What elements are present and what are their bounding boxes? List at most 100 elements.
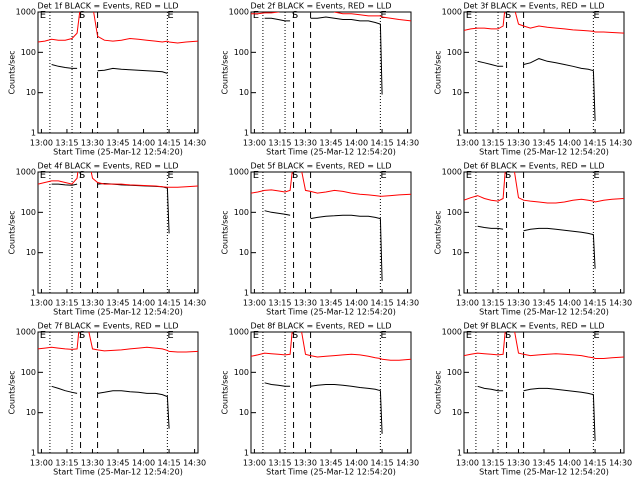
data-line [264,382,291,387]
data-line [38,332,198,353]
y-tick-label: 1 [31,289,36,298]
x-tick-label: 14:00 [558,459,581,468]
x-tick-label: 13:30 [81,299,104,308]
chart-title: Det 2f BLACK = Events, RED = LLD [250,2,391,11]
x-tick-label: 13:45 [319,299,342,308]
data-line [264,17,291,22]
panel: Det 1f BLACK = Events, RED = LLD 1 10 100 10… [8,2,207,157]
x-axis-label: Start Time (25-Mar-12 12:54:20) [266,308,396,317]
x-tick-label: 14:30 [609,459,632,468]
y-tick-label: 1 [457,449,462,458]
x-tick-label: 14:00 [132,139,155,148]
y-tick-label: 1000 [16,168,36,177]
x-tick-label: 13:00 [30,299,53,308]
x-tick-label: 13:15 [268,139,291,148]
x-tick-label: 13:00 [30,459,53,468]
chart-title: Det 3f BLACK = Events, RED = LLD [463,2,604,11]
x-tick-label: 13:15 [481,139,504,148]
y-axis-label: Counts/sec [8,50,17,94]
x-tick-label: 13:30 [81,139,104,148]
annotation: E [380,330,386,341]
chart-title: Det 7f BLACK = Events, RED = LLD [37,322,178,331]
annotation: E [253,170,259,181]
data-line [51,385,78,394]
y-tick-label: 10 [452,88,462,97]
y-axis-label: Counts/sec [221,50,230,94]
annotation: E [253,330,259,341]
x-tick-label: 13:30 [507,459,530,468]
x-tick-label: 13:45 [532,139,555,148]
x-tick-label: 14:30 [609,299,632,308]
x-tick-label: 14:15 [158,459,181,468]
data-line [523,227,596,269]
x-axis-label: Start Time (25-Mar-12 12:54:20) [53,148,183,157]
y-tick-label: 100 [234,208,249,217]
plot-frame [37,171,199,294]
x-tick-label: 13:00 [30,139,53,148]
y-tick-label: 1000 [16,328,36,337]
data-line [477,225,504,230]
x-tick-label: 14:30 [396,299,419,308]
y-axis-label: Counts/sec [8,370,17,414]
x-axis-label: Start Time (25-Mar-12 12:54:20) [479,308,609,317]
y-axis-label: Counts/sec [221,370,230,414]
data-line [310,384,383,434]
x-tick-label: 14:00 [558,299,581,308]
x-tick-label: 14:15 [158,139,181,148]
plot-frame [37,11,199,134]
y-tick-label: 10 [26,248,36,257]
y-tick-label: 100 [21,48,36,57]
y-tick-label: 1 [244,129,249,138]
annotation: E [253,10,259,21]
x-axis-label: Start Time (25-Mar-12 12:54:20) [479,468,609,477]
x-tick-label: 13:45 [106,139,129,148]
panel: Det 8f BLACK = Events, RED = LLD 1 10 100 10… [221,322,420,477]
y-axis-label: Counts/sec [434,370,443,414]
plot-frame [463,171,625,294]
x-tick-label: 13:30 [81,459,104,468]
y-tick-label: 10 [239,408,249,417]
annotation: S [79,10,85,21]
panel: Det 6f BLACK = Events, RED = LLD 1 10 100 10… [434,162,633,317]
chart-title: Det 1f BLACK = Events, RED = LLD [37,2,178,11]
chart-title: Det 9f BLACK = Events, RED = LLD [463,322,604,331]
y-tick-label: 1 [457,289,462,298]
x-tick-label: 13:15 [55,459,78,468]
annotation: S [505,170,511,181]
y-tick-label: 1000 [229,168,249,177]
data-line [264,210,291,216]
plot-frame [250,331,412,454]
data-line [38,12,198,44]
y-axis-label: Counts/sec [434,210,443,254]
panel: Det 9f BLACK = Events, RED = LLD 1 10 100 10… [434,322,633,477]
annotation: E [380,170,386,181]
x-tick-label: 14:15 [584,299,607,308]
x-tick-label: 14:15 [371,139,394,148]
data-line [464,172,624,204]
y-tick-label: 100 [21,208,36,217]
y-tick-label: 100 [234,368,249,377]
y-tick-label: 100 [447,208,462,217]
annotation: S [292,170,298,181]
y-tick-label: 1 [457,129,462,138]
annotation: E [40,10,46,21]
panel: Det 2f BLACK = Events, RED = LLD 1 10 100 10… [221,2,420,157]
data-line [97,390,170,429]
x-tick-label: 13:00 [243,299,266,308]
y-tick-label: 10 [239,248,249,257]
annotation: S [505,10,511,21]
annotation: E [466,170,472,181]
data-line [51,64,78,69]
annotation: S [79,170,85,181]
x-tick-label: 14:00 [345,459,368,468]
x-axis-label: Start Time (25-Mar-12 12:54:20) [53,308,183,317]
annotation: E [40,330,46,341]
data-line [310,214,383,281]
chart-title: Det 6f BLACK = Events, RED = LLD [463,162,604,171]
x-tick-label: 13:00 [243,459,266,468]
x-tick-label: 13:30 [294,139,317,148]
x-axis-label: Start Time (25-Mar-12 12:54:20) [266,148,396,157]
y-tick-label: 1 [31,129,36,138]
x-tick-label: 14:15 [371,299,394,308]
